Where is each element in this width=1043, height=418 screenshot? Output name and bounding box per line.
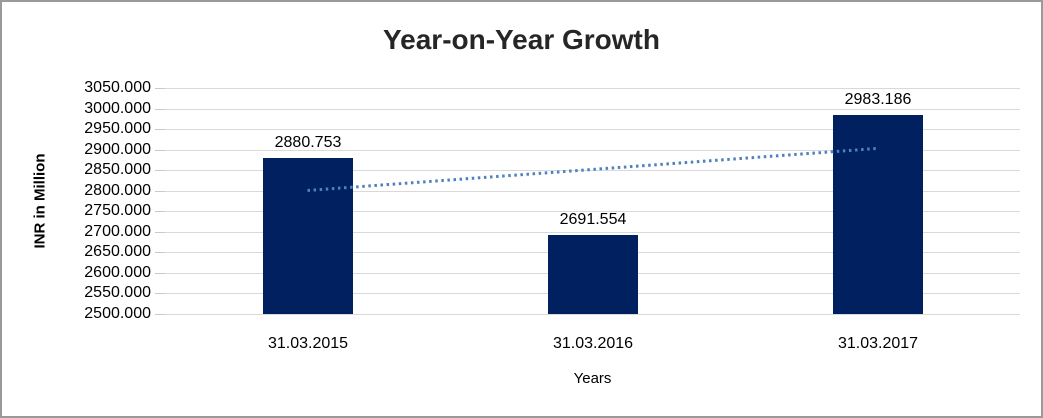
y-tick-label: 2500.000 bbox=[84, 305, 151, 322]
y-axis-tick bbox=[155, 150, 165, 151]
y-tick-label: 2550.000 bbox=[84, 284, 151, 301]
gridline bbox=[165, 232, 1020, 233]
y-tick-label: 2800.000 bbox=[84, 182, 151, 199]
bar-value-label: 2880.753 bbox=[274, 134, 342, 151]
x-tick-label: 31.03.2015 bbox=[267, 335, 349, 352]
y-tick-label: 2900.000 bbox=[84, 141, 151, 158]
y-tick-label: 2850.000 bbox=[84, 161, 151, 178]
x-tick-label: 31.03.2017 bbox=[837, 335, 919, 352]
gridline bbox=[165, 314, 1020, 315]
bar bbox=[833, 115, 923, 314]
gridline bbox=[165, 88, 1020, 89]
y-tick-label: 2950.000 bbox=[84, 120, 151, 137]
y-axis-tick bbox=[155, 170, 165, 171]
gridline bbox=[165, 129, 1020, 130]
y-axis-tick bbox=[155, 252, 165, 253]
y-tick-label: 3000.000 bbox=[84, 100, 151, 117]
y-tick-label: 2600.000 bbox=[84, 264, 151, 281]
bar-value-label: 2983.186 bbox=[844, 91, 912, 108]
y-axis-tick bbox=[155, 293, 165, 294]
x-axis-title: Years bbox=[573, 370, 612, 387]
y-axis-tick bbox=[155, 211, 165, 212]
y-axis-tick bbox=[155, 273, 165, 274]
bar-value-label: 2691.554 bbox=[559, 211, 627, 228]
y-axis-tick bbox=[155, 88, 165, 89]
y-tick-label: 2650.000 bbox=[84, 243, 151, 260]
y-axis-tick bbox=[155, 129, 165, 130]
y-axis-tick bbox=[155, 191, 165, 192]
y-tick-label: 2700.000 bbox=[84, 223, 151, 240]
y-tick-label: 3050.000 bbox=[84, 79, 151, 96]
chart-title: Year-on-Year Growth bbox=[383, 24, 660, 55]
gridline bbox=[165, 109, 1020, 110]
y-tick-label: 2750.000 bbox=[84, 202, 151, 219]
bar bbox=[548, 235, 638, 314]
y-axis-tick bbox=[155, 314, 165, 315]
bar bbox=[263, 158, 353, 314]
y-axis-tick bbox=[155, 232, 165, 233]
gridline bbox=[165, 211, 1020, 212]
x-tick-label: 31.03.2016 bbox=[552, 335, 634, 352]
y-axis-tick bbox=[155, 109, 165, 110]
